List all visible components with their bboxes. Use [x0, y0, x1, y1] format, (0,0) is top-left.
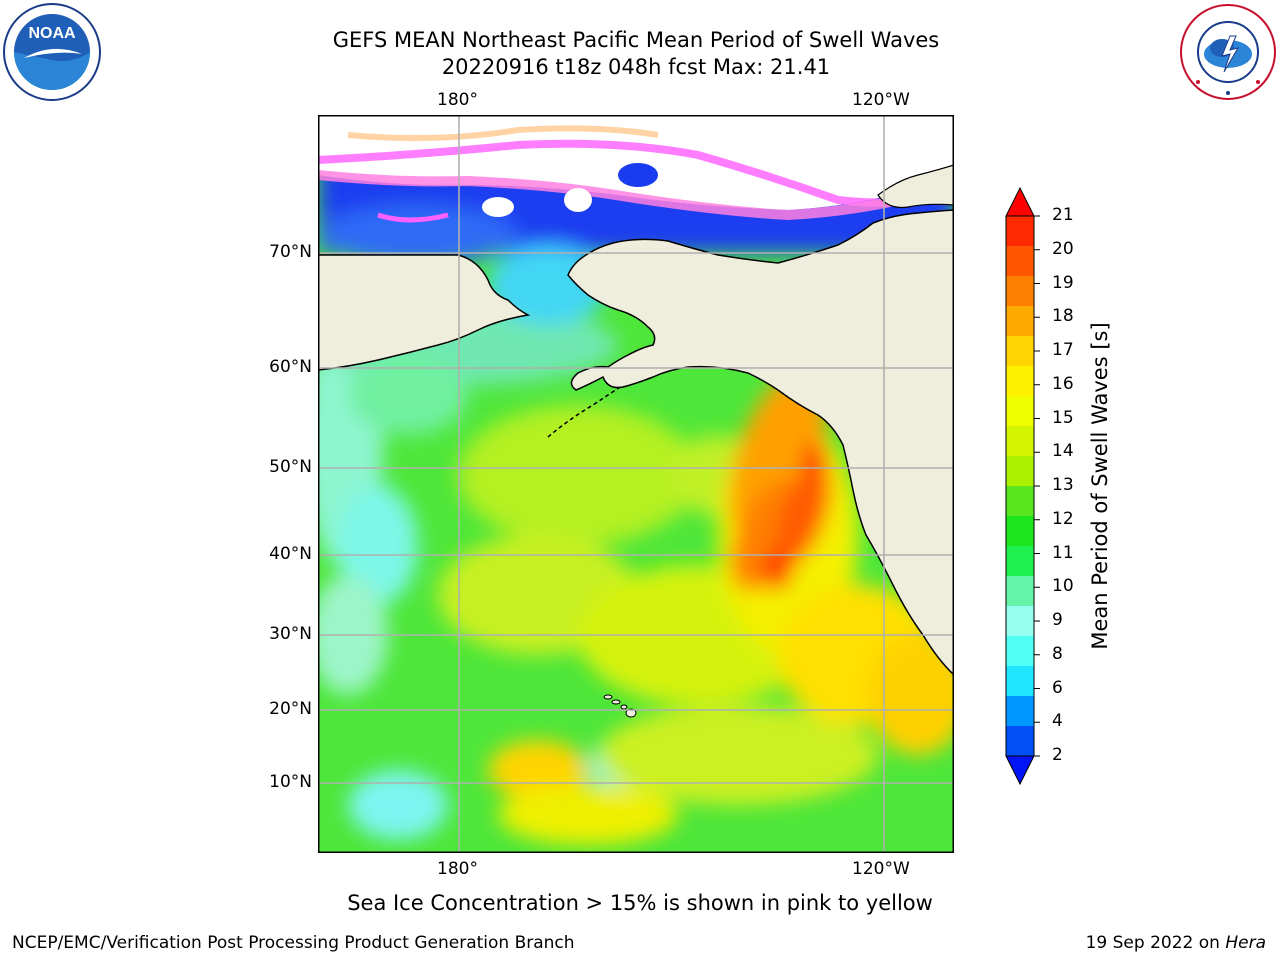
colorbar-tick-label: 13	[1052, 475, 1074, 495]
colorbar-over-arrow	[1005, 186, 1035, 217]
sea-ice-caption: Sea Ice Concentration > 15% is shown in …	[347, 891, 933, 915]
colorbar-title: Mean Period of Swell Waves [s]	[1088, 322, 1112, 650]
lon-label-top-180: 180°	[437, 90, 478, 110]
colorbar-swatch	[1006, 726, 1034, 757]
footer-date-text: 19 Sep 2022 on	[1085, 933, 1226, 953]
colorbar	[1000, 186, 1040, 786]
chart-subtitle: 20220916 t18z 048h fcst Max: 21.41	[441, 55, 831, 79]
aleutian-islands	[547, 386, 621, 438]
lat-label-70n: 70°N	[269, 242, 312, 262]
colorbar-swatch	[1006, 696, 1034, 727]
lon-label-bottom-120w: 120°W	[852, 859, 910, 879]
colorbar-swatch	[1006, 546, 1034, 577]
colorbar-tick-label: 15	[1052, 407, 1074, 428]
colorbar-swatch	[1006, 516, 1034, 547]
colorbar-tick-label: 9	[1052, 610, 1063, 630]
colorbar-swatch	[1006, 456, 1034, 487]
noaa-logo-text: NOAA	[28, 25, 76, 42]
colorbar-swatch	[1006, 606, 1034, 637]
colorbar-swatch	[1006, 576, 1034, 607]
colorbar-tick-label: 18	[1052, 306, 1074, 327]
colorbar-swatch	[1006, 276, 1034, 307]
land-north-america	[567, 209, 954, 677]
map-panel	[318, 115, 954, 853]
colorbar-tick-label: 19	[1052, 272, 1074, 293]
colorbar-swatch	[1006, 306, 1034, 337]
colorbar-swatch	[1006, 366, 1034, 397]
colorbar-swatch	[1006, 486, 1034, 517]
colorbar-under-arrow	[1005, 755, 1035, 786]
colorbar-swatch	[1006, 246, 1034, 277]
colorbar-tick-label: 20	[1052, 238, 1074, 259]
lon-label-top-120w: 120°W	[852, 90, 910, 110]
lon-label-bottom-180: 180°	[437, 859, 478, 879]
colorbar-swatch	[1006, 426, 1034, 457]
footer-machine: Hera	[1225, 933, 1266, 953]
colorbar-tick-label: 17	[1052, 340, 1074, 360]
colorbar-tick-label: 21	[1052, 205, 1074, 225]
colorbar-tick-label: 2	[1052, 745, 1063, 765]
colorbar-swatch	[1006, 336, 1034, 367]
footer-credit: NCEP/EMC/Verification Post Processing Pr…	[12, 933, 575, 953]
lat-label-60n: 60°N	[269, 357, 312, 377]
hawaii-islands	[603, 694, 637, 718]
lat-label-30n: 30°N	[269, 624, 312, 644]
lat-label-10n: 10°N	[269, 772, 312, 792]
sea-ice	[318, 115, 954, 223]
swell-period-map	[318, 115, 954, 853]
footer-date: 19 Sep 2022 on Hera	[1086, 933, 1266, 953]
colorbar-swatch	[1006, 666, 1034, 697]
lat-label-40n: 40°N	[269, 544, 312, 564]
colorbar-svg	[1005, 186, 1040, 786]
noaa-logo: NOAA	[2, 2, 102, 102]
colorbar-tick-label: 6	[1052, 677, 1063, 698]
lat-label-20n: 20°N	[269, 699, 312, 719]
graticule	[318, 115, 954, 853]
colorbar-tick-label: 10	[1052, 576, 1074, 597]
land-arctic-islands	[877, 164, 954, 209]
colorbar-tick-label: 11	[1052, 542, 1074, 563]
colorbar-tick-label: 16	[1052, 373, 1074, 394]
colorbar-swatch	[1006, 636, 1034, 667]
colorbar-swatch	[1006, 396, 1034, 427]
lat-label-50n: 50°N	[269, 457, 312, 477]
chart-title: GEFS MEAN Northeast Pacific Mean Period …	[332, 28, 940, 52]
colorbar-tick-label: 12	[1052, 508, 1074, 529]
land-siberia	[318, 254, 531, 371]
colorbar-tick-label: 14	[1052, 441, 1074, 462]
nws-logo	[1178, 2, 1278, 102]
colorbar-tick-label: 8	[1052, 643, 1063, 664]
colorbar-swatch	[1006, 216, 1034, 247]
colorbar-tick-label: 4	[1052, 711, 1063, 732]
